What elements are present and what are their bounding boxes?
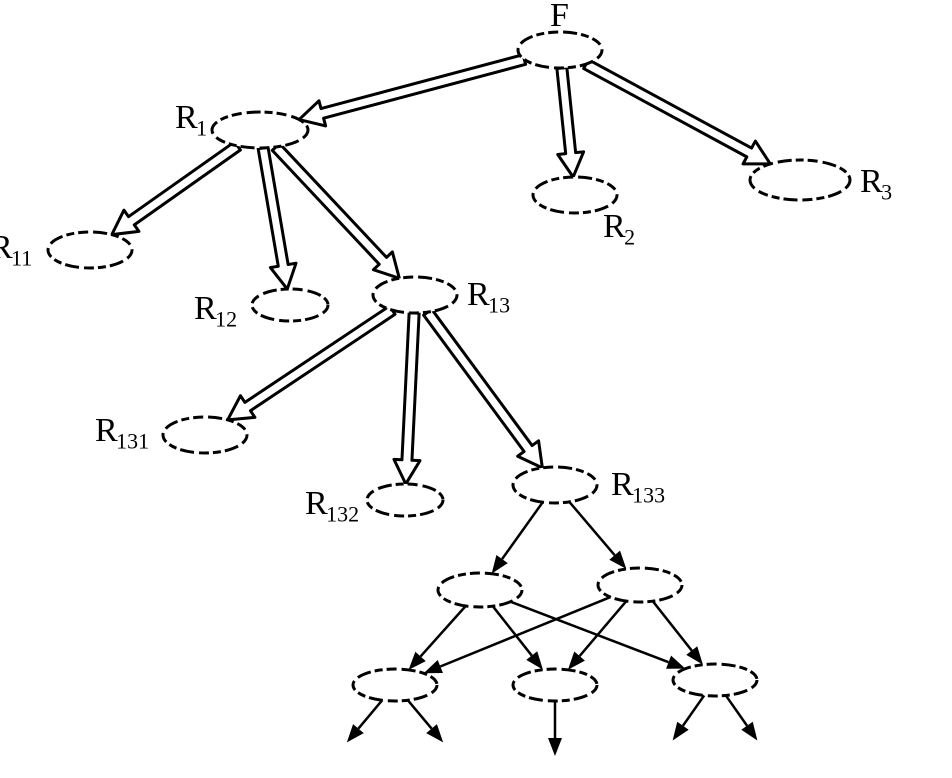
node-label-r133: R <box>611 466 634 503</box>
solid-edge-line <box>569 502 614 555</box>
solid-arrowhead <box>548 738 562 756</box>
node-sublabel-r11: 11 <box>11 246 32 271</box>
node-sublabel-r132: 132 <box>326 502 359 527</box>
tree-node-l1 <box>353 669 437 701</box>
node-label-f: F <box>550 0 569 34</box>
tree-node-r12 <box>252 289 328 321</box>
solid-edge-line <box>358 700 382 728</box>
solid-arrowhead <box>666 656 685 669</box>
tree-node-r13 <box>373 277 457 313</box>
solid-edge-line <box>502 502 543 559</box>
solid-edge-line <box>421 606 466 656</box>
node-label-r1: R <box>175 99 198 136</box>
tree-node-r132 <box>367 484 443 516</box>
nodes-layer <box>48 32 850 701</box>
solid-arrowhead <box>492 555 508 574</box>
solid-edge-line <box>408 700 432 728</box>
hollow-arrow <box>549 67 586 179</box>
hollow-arrow <box>104 135 245 245</box>
solid-arrowhead <box>686 646 703 664</box>
tree-node-r3 <box>750 160 850 200</box>
solid-arrowhead <box>741 722 757 741</box>
tree-node-n1 <box>438 573 522 607</box>
solid-arrowhead <box>673 722 689 741</box>
node-sublabel-r3: 3 <box>881 180 892 205</box>
tree-node-n2 <box>598 568 682 602</box>
solid-arrow <box>653 601 703 664</box>
solid-edge-line <box>726 695 747 725</box>
node-label-r3: R <box>860 163 883 200</box>
node-sublabel-r1: 1 <box>196 116 207 141</box>
tree-node-f <box>518 32 602 68</box>
node-label-r132: R <box>305 485 328 522</box>
node-sublabel-r131: 131 <box>116 429 149 454</box>
tree-node-l3 <box>673 664 757 696</box>
solid-edge-line <box>580 601 627 656</box>
tree-node-r1 <box>212 112 308 148</box>
hollow-arrow <box>393 312 427 484</box>
dangling-arrows-layer <box>347 695 758 756</box>
tree-diagram: FR1R2R3R11R12R13R131R132R133 <box>0 0 952 778</box>
tree-node-r133 <box>513 467 597 503</box>
solid-arrow <box>493 606 543 669</box>
solid-edge-line <box>683 695 704 725</box>
node-label-r131: R <box>95 412 118 449</box>
tree-node-r11 <box>48 232 132 268</box>
tree-node-r131 <box>163 417 247 453</box>
hollow-arrow <box>580 53 777 176</box>
solid-arrow <box>569 502 626 569</box>
node-sublabel-r2: 2 <box>624 225 635 250</box>
solid-edge-line <box>653 601 692 650</box>
dangling-arrow <box>347 700 382 742</box>
solid-arrowhead <box>424 660 443 673</box>
dangling-arrow <box>673 695 705 740</box>
hollow-arrow <box>296 47 528 132</box>
node-sublabel-r12: 12 <box>215 307 237 332</box>
tree-node-l2 <box>513 669 597 701</box>
node-label-r12: R <box>194 290 217 327</box>
dangling-arrow <box>408 700 443 742</box>
node-sublabel-r133: 133 <box>632 483 665 508</box>
solid-edge-line <box>511 602 669 663</box>
solid-arrowhead <box>526 651 543 669</box>
node-sublabel-r13: 13 <box>488 293 510 318</box>
node-label-r13: R <box>467 276 490 313</box>
node-label-r2: R <box>603 208 626 245</box>
dangling-arrow <box>726 695 758 740</box>
solid-arrow <box>492 502 543 573</box>
hollow-arrow <box>417 304 553 475</box>
dangling-arrow <box>548 701 562 756</box>
